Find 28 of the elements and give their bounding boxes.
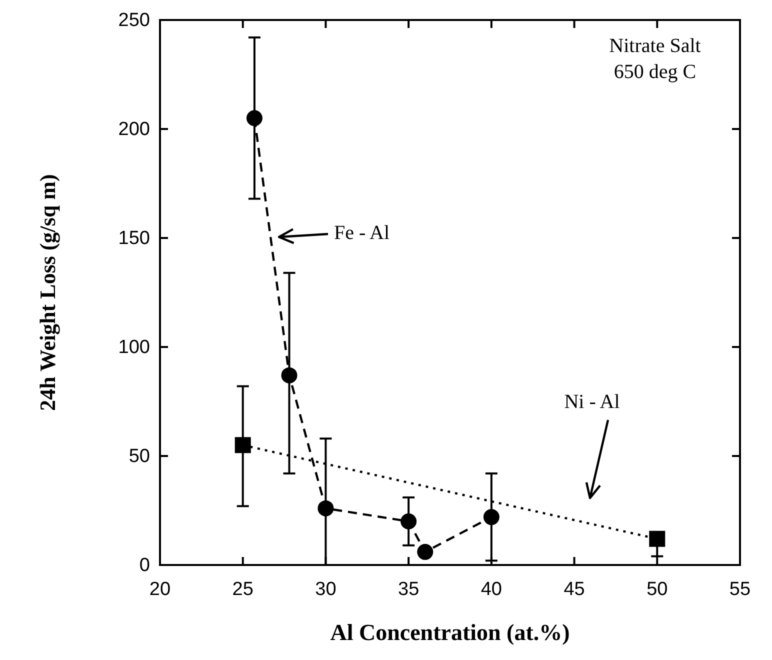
annotation: Ni - Al — [564, 391, 620, 413]
x-tick-label: 50 — [646, 579, 668, 600]
y-tick-label: 150 — [118, 228, 150, 249]
x-tick-label: 25 — [232, 579, 254, 600]
point — [483, 509, 500, 526]
x-tick-label: 55 — [729, 579, 751, 600]
annotation: Fe - Al — [334, 222, 390, 244]
y-tick-label: 0 — [139, 555, 150, 576]
point — [246, 110, 262, 126]
point — [318, 500, 334, 516]
point — [649, 530, 666, 547]
y-tick-label: 200 — [118, 119, 150, 140]
point — [281, 367, 298, 384]
x-tick-label: 30 — [315, 579, 336, 600]
y-tick-label: 100 — [118, 337, 150, 358]
x-tick-label: 20 — [149, 579, 171, 600]
x-tick-label: 35 — [398, 579, 420, 600]
annotation: Nitrate Salt — [609, 35, 702, 57]
point — [234, 437, 251, 454]
x-tick-label: 40 — [480, 579, 502, 600]
y-tick-label: 50 — [128, 446, 150, 467]
point — [400, 513, 417, 530]
x-tick-label: 45 — [564, 579, 585, 600]
y-axis-title: 24h Weight Loss (g/sq m) — [35, 174, 60, 411]
y-tick-label: 250 — [118, 10, 150, 31]
point — [417, 544, 434, 560]
annotation: 650 deg C — [614, 61, 696, 83]
x-axis-title: Al Concentration (at.%) — [330, 620, 570, 645]
